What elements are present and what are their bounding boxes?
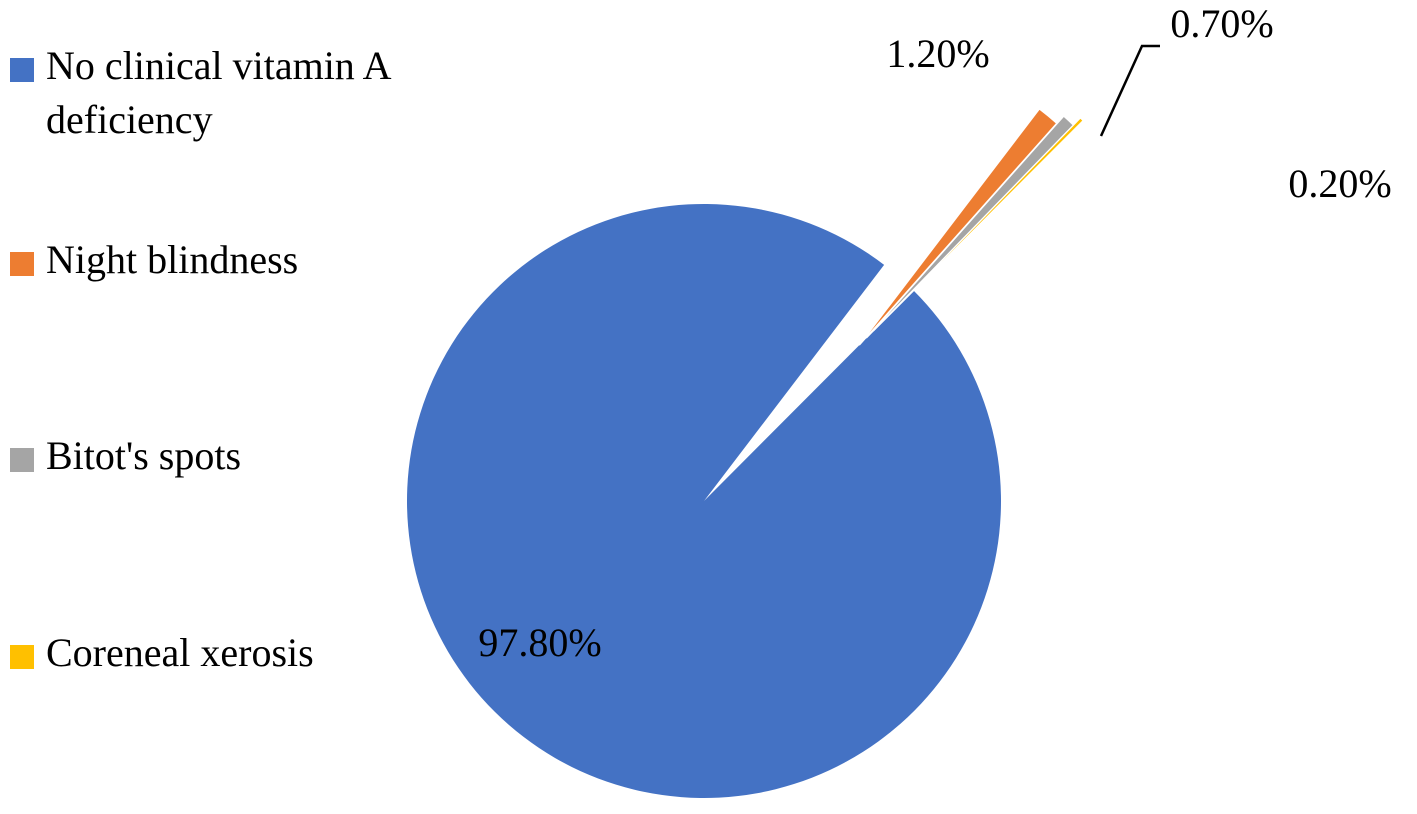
legend-item-night-blindness: Night blindness [10, 237, 298, 282]
legend-swatch-coreneal-xerosis [10, 645, 34, 669]
legend-label-line: Bitot's spots [46, 433, 241, 478]
legend-label-line: No clinical vitamin A [46, 43, 392, 88]
leader-line [1099, 44, 1160, 137]
legend-label-night-blindness: Night blindness [46, 237, 298, 282]
data-label-bitot-s-spots: 0.70% [1170, 1, 1273, 46]
legend-label-coreneal-xerosis: Coreneal xerosis [46, 630, 314, 675]
legend-swatch-night-blindness [10, 252, 34, 276]
legend-item-bitot-s-spots: Bitot's spots [10, 433, 241, 478]
legend-label-bitot-s-spots: Bitot's spots [46, 433, 241, 478]
data-label-no-clinical-vitamin-a-deficiency: 97.80% [478, 620, 601, 665]
legend-label-no-clinical-vitamin-a-deficiency: No clinical vitamin A deficiency [46, 43, 392, 142]
pie-slice-no-clinical-vitamin-a-deficiency [407, 204, 1002, 799]
legend-label-line: deficiency [46, 97, 213, 142]
legend-swatch-no-clinical-vitamin-a-deficiency [10, 58, 34, 82]
pie-slice-coreneal-xerosis [872, 117, 1084, 332]
data-label-coreneal-xerosis: 0.20% [1288, 161, 1391, 206]
legend-swatch-bitot-s-spots [10, 448, 34, 472]
legend: No clinical vitamin A deficiency Night bli… [10, 43, 392, 675]
pie-slice-night-blindness [858, 108, 1058, 346]
pie-slice-bitot-s-spots [865, 115, 1075, 339]
legend-label-line: Coreneal xerosis [46, 630, 314, 675]
legend-label-line: Night blindness [46, 237, 298, 282]
legend-item-no-clinical-vitamin-a-deficiency: No clinical vitamin A deficiency [10, 43, 392, 142]
legend-item-coreneal-xerosis: Coreneal xerosis [10, 630, 314, 675]
data-label-night-blindness: 1.20% [886, 31, 989, 76]
